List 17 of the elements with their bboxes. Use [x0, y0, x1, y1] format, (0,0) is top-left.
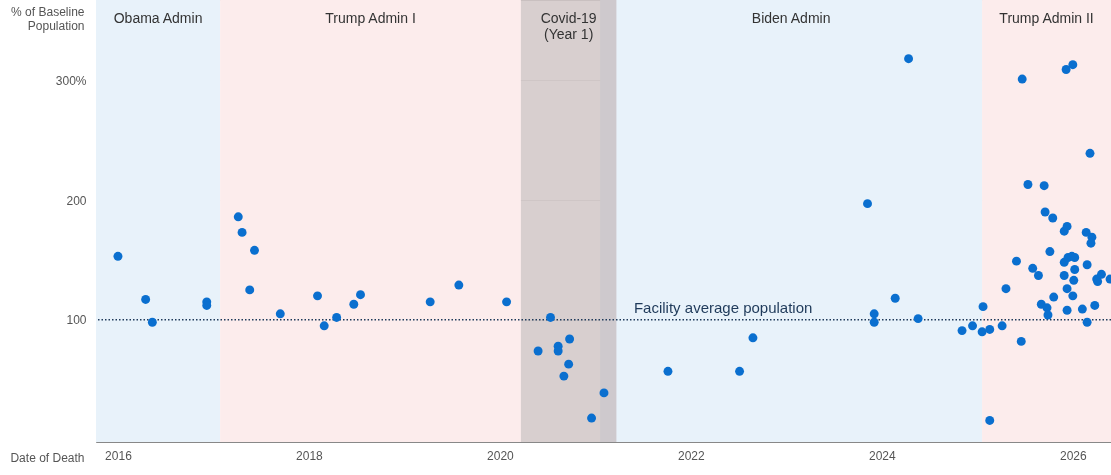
- x-tick-label: 2016: [105, 448, 133, 463]
- band-label: Biden Admin: [751, 10, 831, 26]
- band-label: Trump Admin I: [325, 10, 416, 26]
- y-tick-label: 300%: [55, 73, 87, 88]
- x-axis-title: Date of Death: [10, 450, 85, 465]
- y-tick-label: 200: [66, 193, 87, 208]
- x-tick-label: 2024: [868, 448, 897, 463]
- band-label: Covid-19 (Year 1): [540, 10, 597, 42]
- x-tick-label: 2020: [487, 448, 515, 463]
- ref-line-label: Facility average population: [633, 298, 813, 316]
- x-tick-label: 2018: [296, 448, 324, 463]
- y-axis-title: % of Baseline Population: [11, 4, 85, 33]
- y-tick-label: 100: [66, 313, 87, 328]
- band-label: Trump Admin II: [999, 10, 1094, 26]
- band-label: Obama Admin: [113, 10, 203, 26]
- x-tick-label: 2026: [1059, 448, 1087, 463]
- x-tick-label: 2022: [678, 448, 706, 463]
